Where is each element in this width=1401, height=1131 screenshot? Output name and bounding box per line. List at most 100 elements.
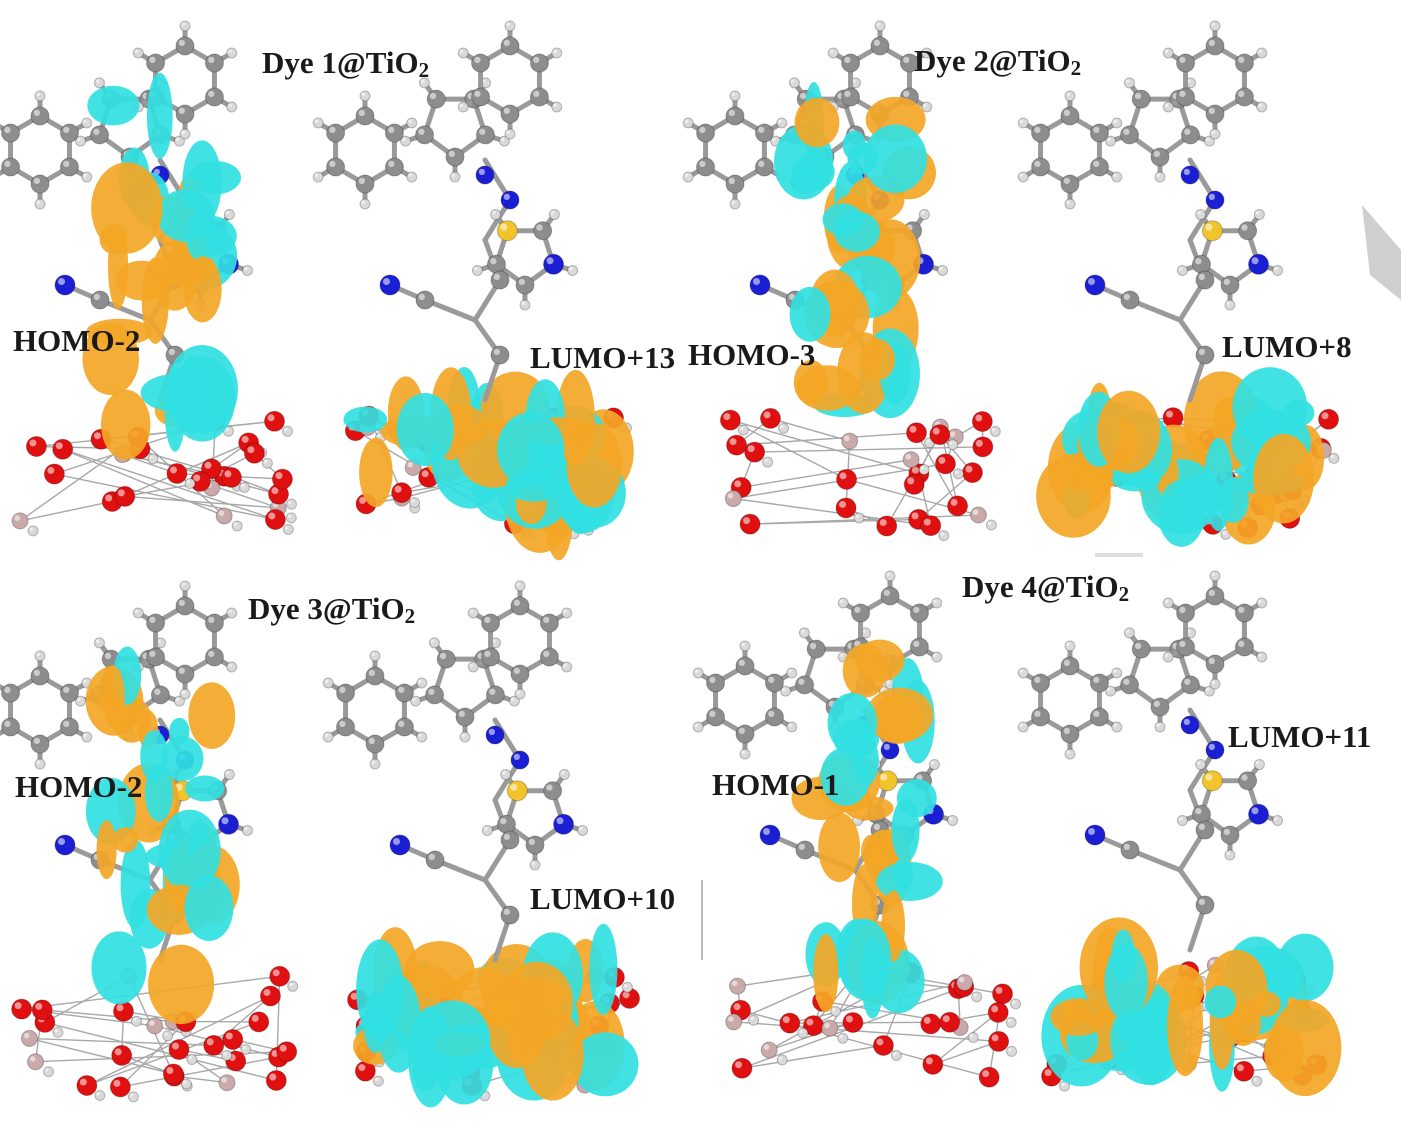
hydrogen-atom	[937, 264, 949, 276]
hydrogen-atom	[551, 101, 563, 113]
oxygen-atom	[1233, 1060, 1255, 1082]
hydrogen-atom	[1017, 171, 1029, 183]
oxygen-atom	[25, 435, 47, 457]
carbon-atom	[471, 87, 491, 107]
oxygen-atom	[168, 1038, 190, 1060]
orbital-lobe-positive	[359, 437, 393, 508]
lumo-structure	[1017, 570, 1342, 1097]
hydrogen-atom	[1123, 627, 1135, 639]
hydrogen-atom	[359, 198, 371, 210]
hydrogen-atom	[1111, 667, 1123, 679]
carbon-atom	[204, 613, 224, 633]
oxygen-atom	[760, 407, 782, 429]
carbon-atom	[1150, 147, 1170, 167]
nitrogen-atom	[500, 190, 520, 210]
carbon-atom	[1089, 673, 1109, 693]
hydrogen-atom	[577, 824, 589, 836]
oxygen-atom	[220, 466, 242, 488]
hydrogen-atom	[788, 77, 800, 89]
carbon-atom	[1, 683, 21, 703]
orbital-lobe-positive	[1269, 999, 1342, 1097]
carbon-atom	[696, 157, 716, 177]
hydrogen-atom	[1154, 721, 1166, 733]
oxygen-atom	[112, 1000, 134, 1022]
hydrogen-atom	[285, 512, 297, 524]
oxygen-atom	[265, 1069, 287, 1091]
hydrogen-atom	[1176, 814, 1188, 826]
hydrogen-atom	[93, 637, 105, 649]
nitrogen-atom	[1205, 740, 1225, 760]
panel-1-title-subscript: 2	[418, 58, 430, 82]
carbon-atom	[764, 707, 784, 727]
hydrogen-atom	[1064, 748, 1076, 760]
hydrogen-atom	[282, 425, 294, 437]
orbital-lobe-negative	[1104, 943, 1148, 1021]
carbon-atom	[806, 639, 826, 659]
carbon-atom	[870, 36, 890, 56]
hydrogen-atom	[1251, 1075, 1263, 1087]
orbital-lobe-positive	[566, 422, 622, 508]
carbon-atom	[1234, 53, 1254, 73]
carbon-atom	[1031, 707, 1051, 727]
titanium-atom	[760, 1041, 778, 1059]
sulfur-atom	[506, 780, 528, 802]
orbital-lobe-positive	[818, 812, 861, 883]
oxygen-atom	[876, 515, 898, 537]
hydrogen-atom	[81, 171, 93, 183]
carbon-atom	[365, 666, 385, 686]
hydrogen-atom	[43, 1066, 55, 1078]
hydrogen-atom	[884, 570, 896, 582]
carbon-atom	[146, 53, 166, 73]
hydrogen-atom	[186, 1053, 198, 1065]
hydrogen-atom	[238, 481, 250, 493]
oxygen-atom	[1162, 407, 1184, 429]
hydrogen-atom	[529, 859, 541, 871]
nitrogen-atom	[1084, 274, 1106, 296]
carbon-atom	[415, 125, 435, 145]
hydrogen-atom	[369, 758, 381, 770]
titanium-atom	[969, 506, 987, 524]
carbon-atom	[436, 649, 456, 669]
hydrogen-atom	[1123, 77, 1135, 89]
orbital-lobe-negative	[847, 142, 879, 175]
carbon-atom	[1195, 345, 1215, 365]
hydrogen-atom	[938, 530, 950, 542]
orbital-lobe-negative	[413, 1000, 491, 1080]
carbon-atom	[1031, 123, 1051, 143]
orbital-lobe-positive	[861, 834, 882, 868]
orbital-lobe-negative	[837, 918, 892, 1000]
hydrogen-atom	[739, 748, 751, 760]
orbital-lobe-negative	[822, 203, 864, 236]
hydrogen-atom	[34, 90, 46, 102]
carbon-atom	[754, 123, 774, 143]
orbital-lobe-positive	[855, 639, 905, 682]
orbital-lobe-negative	[827, 692, 878, 754]
hydrogen-atom	[1017, 721, 1029, 733]
nitrogen-atom	[389, 834, 411, 856]
carbon-atom	[510, 596, 530, 616]
panel-2-lumo-label: LUMO+8	[1222, 329, 1352, 364]
carbon-atom	[394, 683, 414, 703]
hydrogen-atom	[226, 607, 238, 619]
nitrogen-atom	[54, 274, 76, 296]
hydrogen-atom	[226, 661, 238, 673]
hydrogen-atom	[947, 814, 959, 826]
hydrogen-atom	[1209, 678, 1221, 690]
nitrogen-atom	[1180, 165, 1200, 185]
hydrogen-atom	[467, 661, 479, 673]
hydrogen-atom	[471, 264, 483, 276]
carbon-atom	[1060, 106, 1080, 126]
carbon-atom	[725, 174, 745, 194]
carbon-atom	[706, 707, 726, 727]
carbon-atom	[175, 596, 195, 616]
hydrogen-atom	[312, 171, 324, 183]
hydrogen-atom	[449, 171, 461, 183]
panel-4-lumo-label: LUMO+11	[1228, 719, 1372, 754]
orbital-lobe-negative	[1232, 367, 1308, 448]
orbital-lobe-positive	[794, 97, 840, 148]
carbon-atom	[543, 781, 563, 801]
panel-2-title-subscript: 2	[1070, 56, 1082, 80]
orbital-lobe-positive	[793, 360, 829, 405]
oxygen-atom	[276, 1041, 298, 1063]
hydrogen-atom	[1256, 47, 1268, 59]
